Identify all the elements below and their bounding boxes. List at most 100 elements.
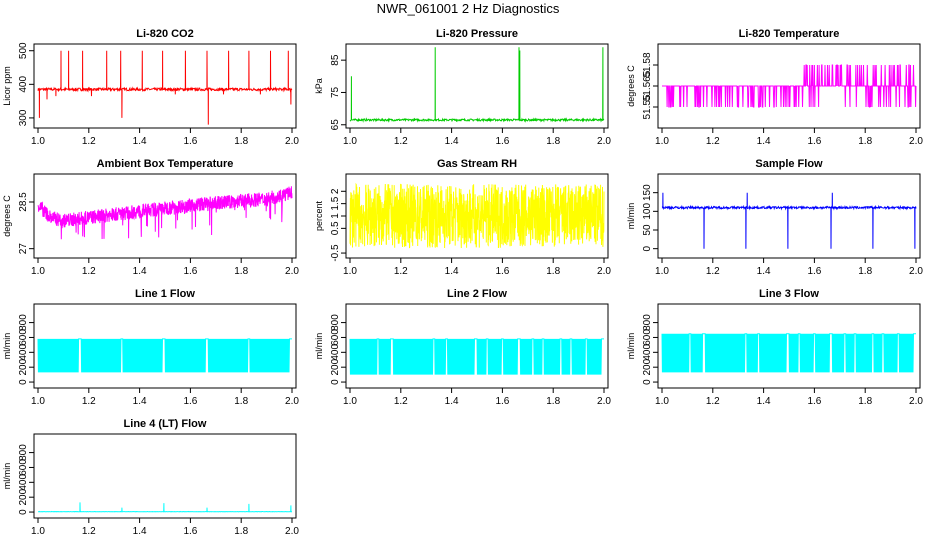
x-tick-label: 1.2 [394,136,408,147]
y-axis-label: ml/min [626,333,636,360]
panel-title: Line 2 Flow [447,288,507,300]
series-line [38,502,292,513]
x-tick-label: 1.4 [133,526,147,537]
series-line [349,338,604,375]
series-group [349,338,604,375]
series-line [37,338,292,373]
x-tick-label: 1.4 [133,266,147,277]
y-tick-label: 500 [18,42,29,59]
x-tick-label: 2.0 [285,136,299,147]
x-tick-label: 2.0 [909,266,923,277]
panel-title: Gas Stream RH [437,158,517,170]
y-tick-label: 600 [18,329,29,346]
plot-box [657,173,921,259]
x-tick-label: 1.0 [343,136,357,147]
y-tick-label: 800 [18,444,29,461]
x-tick-label: 1.0 [31,136,45,147]
y-tick-label: 600 [642,329,653,346]
panel-title: Li-820 Pressure [436,28,518,40]
x-tick-label: 1.4 [445,396,459,407]
series-group [661,192,917,249]
series-group [37,186,293,240]
x-tick-label: 1.6 [807,266,821,277]
x-tick-label: 1.2 [82,396,96,407]
panel-title: Ambient Box Temperature [97,158,234,170]
x-tick-label: 1.2 [706,266,720,277]
y-tick-label: 1.5 [330,196,341,210]
y-tick-label: 800 [330,314,341,331]
x-tick-label: 1.0 [655,396,669,407]
y-tick-label: 100 [642,203,653,220]
x-tick-label: 1.8 [546,396,560,407]
y-tick-label: 400 [18,76,29,93]
x-tick-label: 1.0 [655,136,669,147]
series-group [349,47,605,123]
x-tick-label: 1.8 [546,136,560,147]
y-tick-label: 27 [18,243,29,255]
panel-9: Line 4 (LT) Flow 1.0 1.2 1.4 1.6 1.8 2.0 0 20040… [2,418,299,537]
y-tick-label: 0 [642,379,653,385]
plot-box [345,43,609,129]
y-tick-label: 300 [18,109,29,126]
y-axis-label: degrees C [626,65,636,107]
series-line [37,50,293,125]
plot-box [33,433,297,519]
panel-6: Line 1 Flow 1.0 1.2 1.4 1.6 1.8 2.0 0 2004006008… [2,288,299,407]
x-tick-label: 1.2 [706,396,720,407]
x-tick-label: 1.4 [757,136,771,147]
x-tick-label: 1.2 [706,136,720,147]
y-tick-label: 51.58 [642,52,653,77]
panel-title: Line 1 Flow [135,288,195,300]
panel-title: Line 4 (LT) Flow [124,418,207,430]
y-tick-label: 0 [642,245,653,251]
x-tick-label: 1.4 [757,396,771,407]
panel-title: Li-820 Temperature [739,28,840,40]
x-tick-label: 1.8 [234,396,248,407]
y-tick-label: 0 [330,379,341,385]
y-tick-label: 200 [642,358,653,375]
y-tick-label: 0.5 [330,221,341,235]
x-tick-label: 1.4 [757,266,771,277]
x-tick-label: 2.0 [597,266,611,277]
y-tick-label: 600 [330,329,341,346]
panel-4: Gas Stream RH 1.0 1.2 1.4 1.6 1.8 2.0 -0.5 0.5 1 1… [314,158,611,277]
x-tick-label: 1.6 [183,136,197,147]
x-tick-label: 2.0 [597,136,611,147]
x-tick-label: 1.2 [394,266,408,277]
plot-box [33,43,297,129]
y-tick-label: 50 [642,224,653,236]
y-tick-label: 400 [642,344,653,361]
x-tick-label: 1.2 [82,266,96,277]
x-tick-label: 2.0 [285,266,299,277]
x-tick-label: 2.0 [285,526,299,537]
y-tick-label: 400 [330,344,341,361]
panel-5: Sample Flow 1.0 1.2 1.4 1.6 1.8 2.0 0 50 100 150 ml… [626,158,923,277]
series-group [661,333,916,373]
y-tick-label: 51.565 [642,70,653,101]
plot-box [345,303,609,389]
panel-3: Ambient Box Temperature 1.0 1.2 1.4 1.6 1.8 2.… [2,158,299,277]
x-tick-label: 1.8 [234,526,248,537]
series-group [349,182,605,249]
x-tick-label: 1.0 [343,396,357,407]
x-tick-label: 1.6 [807,136,821,147]
y-tick-label: 51.55 [642,94,653,119]
x-tick-label: 1.8 [234,266,248,277]
y-axis-label: degrees C [2,195,12,237]
x-tick-label: 1.6 [495,266,509,277]
y-tick-label: 75 [330,86,341,98]
x-tick-label: 2.0 [597,396,611,407]
y-axis-label: ml/min [2,463,12,490]
panel-7: Line 2 Flow 1.0 1.2 1.4 1.6 1.8 2.0 0 2004006008… [314,288,611,407]
x-tick-label: 1.6 [183,266,197,277]
x-tick-label: 1.4 [133,396,147,407]
y-axis-label: kPa [314,78,324,94]
series-group [662,64,917,108]
x-tick-label: 1.8 [858,136,872,147]
x-tick-label: 1.6 [495,136,509,147]
y-tick-label: 800 [18,314,29,331]
x-tick-label: 1.4 [445,266,459,277]
series-line [661,192,917,249]
y-tick-label: 400 [18,344,29,361]
y-tick-label: 600 [18,459,29,476]
